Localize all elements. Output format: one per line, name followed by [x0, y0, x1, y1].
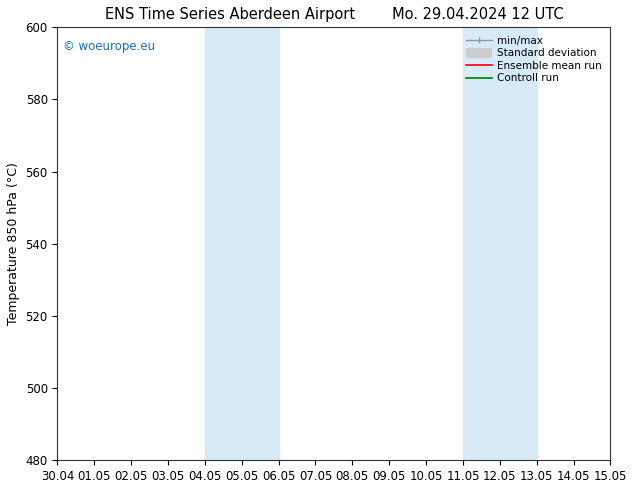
- Bar: [463, 27, 536, 460]
- Y-axis label: Temperature 850 hPa (°C): Temperature 850 hPa (°C): [7, 162, 20, 325]
- Legend: min/max, Standard deviation, Ensemble mean run, Controll run: min/max, Standard deviation, Ensemble me…: [463, 32, 605, 87]
- Bar: [205, 27, 278, 460]
- Text: © woeurope.eu: © woeurope.eu: [63, 40, 155, 53]
- Title: ENS Time Series Aberdeen Airport        Mo. 29.04.2024 12 UTC: ENS Time Series Aberdeen Airport Mo. 29.…: [105, 7, 563, 22]
